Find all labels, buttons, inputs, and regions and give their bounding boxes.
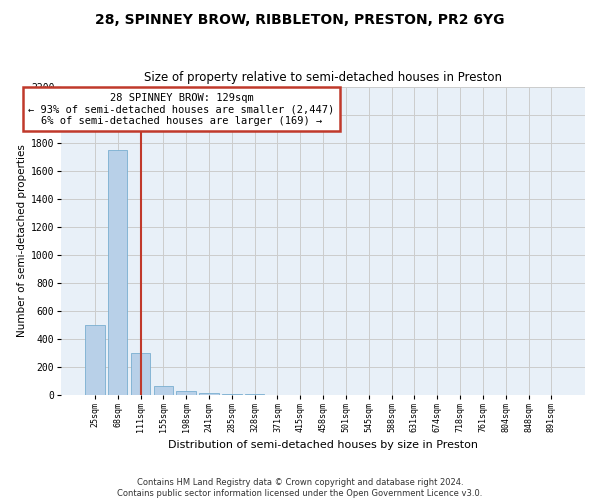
Bar <box>108 150 127 394</box>
Bar <box>131 353 150 395</box>
Y-axis label: Number of semi-detached properties: Number of semi-detached properties <box>17 144 27 338</box>
Text: Contains HM Land Registry data © Crown copyright and database right 2024.
Contai: Contains HM Land Registry data © Crown c… <box>118 478 482 498</box>
Text: 28 SPINNEY BROW: 129sqm
← 93% of semi-detached houses are smaller (2,447)
6% of : 28 SPINNEY BROW: 129sqm ← 93% of semi-de… <box>28 92 335 126</box>
Title: Size of property relative to semi-detached houses in Preston: Size of property relative to semi-detach… <box>144 72 502 85</box>
Bar <box>154 386 173 394</box>
Bar <box>176 390 196 394</box>
Bar <box>199 392 219 394</box>
X-axis label: Distribution of semi-detached houses by size in Preston: Distribution of semi-detached houses by … <box>168 440 478 450</box>
Text: 28, SPINNEY BROW, RIBBLETON, PRESTON, PR2 6YG: 28, SPINNEY BROW, RIBBLETON, PRESTON, PR… <box>95 12 505 26</box>
Bar <box>85 325 104 394</box>
